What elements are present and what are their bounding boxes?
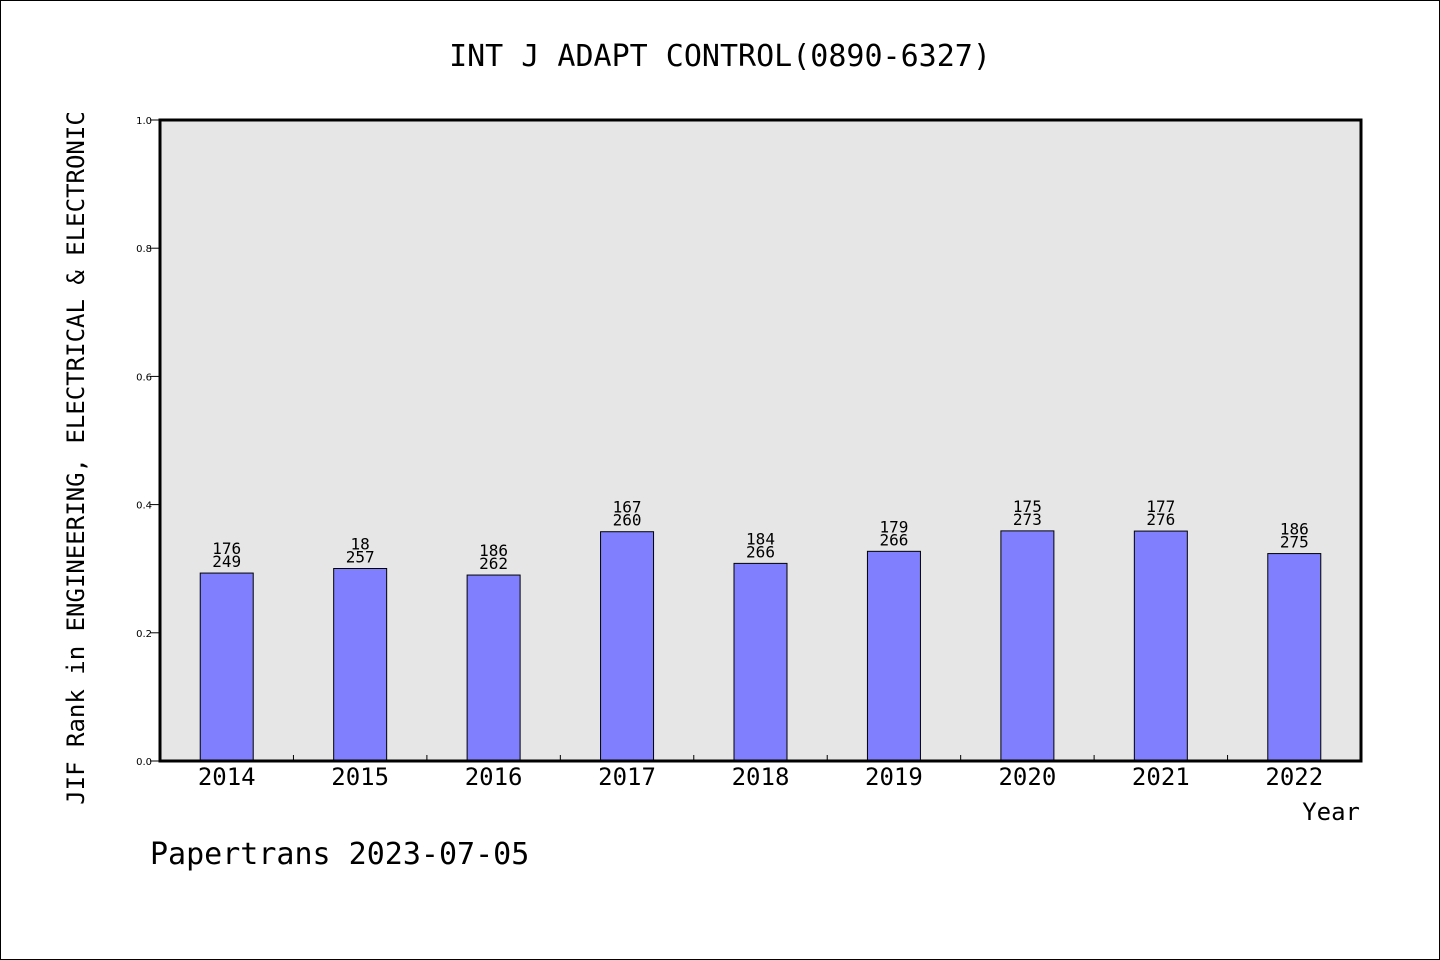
bar-2014 xyxy=(199,572,254,762)
y-tick-label: 0.6 xyxy=(136,372,152,383)
chart-title: INT J ADAPT CONTROL(0890-6327) xyxy=(449,39,991,74)
bars-layer xyxy=(199,530,1322,762)
bar-rank-label: 176 xyxy=(212,539,241,558)
bar-total-label: 275 xyxy=(1280,533,1309,552)
y-tick-label: 0.0 xyxy=(136,757,152,768)
bar-2019 xyxy=(866,550,921,762)
x-tick-label: 2021 xyxy=(1132,763,1190,791)
bar-2022 xyxy=(1267,553,1322,762)
y-tick-label: 1.0 xyxy=(136,116,152,127)
bar-2015 xyxy=(333,568,388,762)
x-tick-label: 2018 xyxy=(732,763,790,791)
x-tick-label: 2022 xyxy=(1265,763,1323,791)
y-tick-label: 0.8 xyxy=(136,244,152,255)
bar-total-label: 266 xyxy=(746,542,775,561)
bar-2020 xyxy=(1000,530,1055,762)
x-tick-label: 2017 xyxy=(598,763,656,791)
bar-total-label: 276 xyxy=(1146,510,1175,529)
y-tick-label: 0.4 xyxy=(136,501,152,512)
y-tick-label: 0.2 xyxy=(136,629,152,640)
x-tick-label: 2019 xyxy=(865,763,923,791)
bar-total-label: 260 xyxy=(613,511,642,530)
x-tick-label: 2016 xyxy=(465,763,523,791)
bar-rank-label: 167 xyxy=(613,498,642,517)
bar-2016 xyxy=(466,574,521,762)
bar-rank-label: 184 xyxy=(746,529,775,548)
x-axis: 2014 2015 2016 2017 2018 2019 2020 2021 2022 xyxy=(198,755,1323,791)
bar-rank-label: 177 xyxy=(1146,497,1175,516)
bar-2021 xyxy=(1133,530,1188,762)
bar-total-label: 273 xyxy=(1013,510,1042,529)
bar-total-label: 257 xyxy=(346,548,375,567)
bar-rank-label: 175 xyxy=(1013,497,1042,516)
y-axis: 0.0 0.2 0.4 0.6 0.8 1.0 xyxy=(136,116,160,768)
bar-rank-label: 179 xyxy=(879,517,908,536)
x-tick-label: 2020 xyxy=(998,763,1056,791)
bar-rank-label: 18 xyxy=(351,535,370,554)
bar-total-label: 262 xyxy=(479,554,508,573)
footer-credit: Papertrans 2023-07-05 xyxy=(150,837,529,872)
y-axis-label: JIF Rank in ENGINEERING, ELECTRICAL & EL… xyxy=(62,111,90,805)
bar-total-label: 266 xyxy=(879,530,908,549)
bar-rank-label: 186 xyxy=(1280,520,1309,539)
x-tick-label: 2014 xyxy=(198,763,256,791)
bar-2017 xyxy=(600,531,655,762)
plot-border xyxy=(158,118,1363,763)
bar-total-label: 249 xyxy=(212,552,241,571)
bar-2018 xyxy=(733,562,788,762)
x-tick-label: 2015 xyxy=(331,763,389,791)
bar-rank-label: 186 xyxy=(479,541,508,560)
x-axis-label: Year xyxy=(1302,798,1360,826)
